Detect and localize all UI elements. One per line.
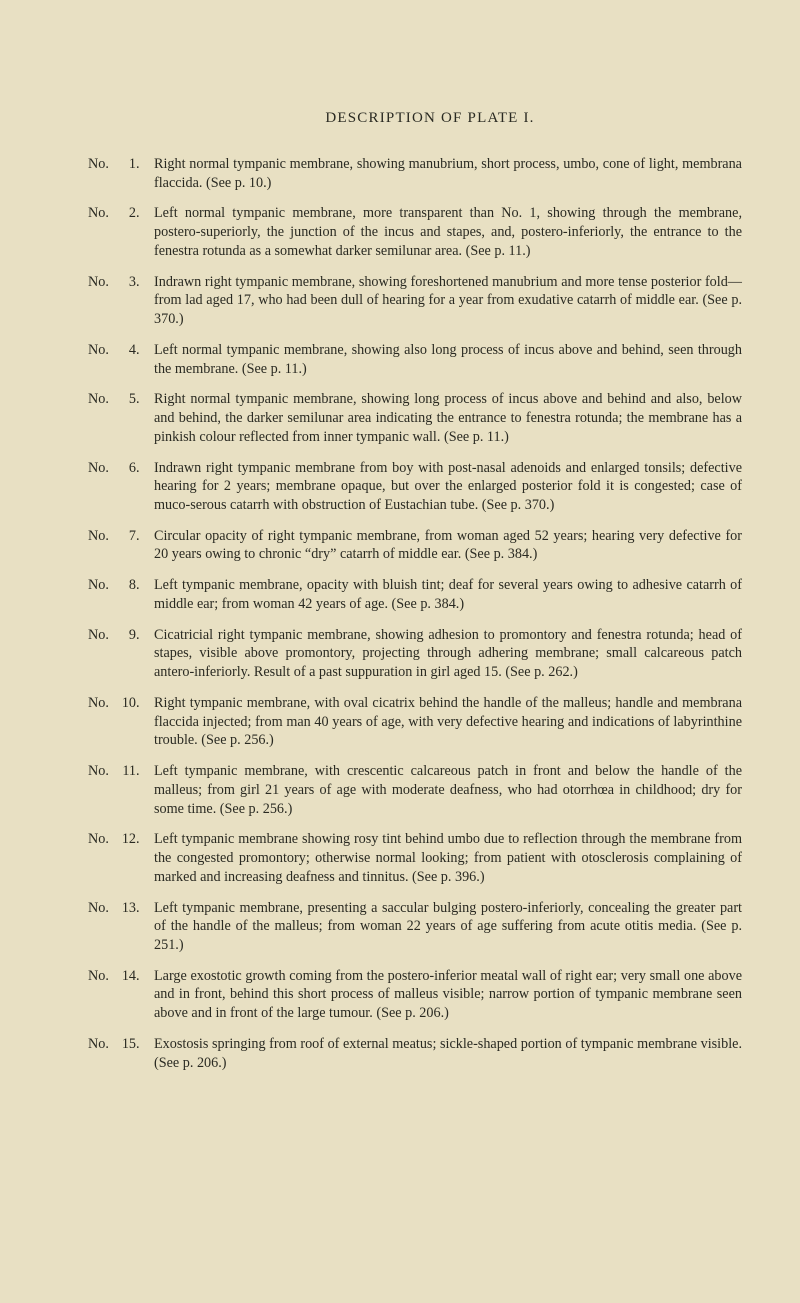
entry-number: 1.: [120, 155, 140, 174]
entry-number: 12.: [120, 830, 140, 849]
entry-label: No. 6.: [88, 459, 154, 515]
entry-no: No.: [88, 390, 116, 409]
entry-no: No.: [88, 830, 116, 849]
page-title: DESCRIPTION OF PLATE I.: [118, 110, 742, 127]
entry: No. 4.Left normal tympanic membrane, sho…: [88, 341, 742, 378]
entry: No. 12.Left tympanic membrane showing ro…: [88, 830, 742, 886]
entry-no: No.: [88, 341, 116, 360]
entry-label: No. 4.: [88, 341, 154, 378]
entry-label: No. 15.: [88, 1035, 154, 1072]
entry-text: Left normal tympanic membrane, showing a…: [154, 341, 742, 378]
entry: No. 1.Right normal tympanic membrane, sh…: [88, 155, 742, 192]
entry-text: Circular opacity of right tympanic membr…: [154, 527, 742, 564]
entry-no: No.: [88, 576, 116, 595]
entry-label: No. 11.: [88, 762, 154, 818]
entry-label: No. 2.: [88, 204, 154, 260]
entry-label: No. 10.: [88, 694, 154, 750]
entry-number: 10.: [120, 694, 140, 713]
entry-no: No.: [88, 626, 116, 645]
entry-number: 11.: [120, 762, 140, 781]
entry-no: No.: [88, 459, 116, 478]
entry-text: Right tympanic membrane, with oval cicat…: [154, 694, 742, 750]
entry-text: Left tympanic membrane, opacity with blu…: [154, 576, 742, 613]
entry: No. 13.Left tympanic membrane, presentin…: [88, 899, 742, 955]
entry-label: No. 3.: [88, 273, 154, 329]
entries-list: No. 1.Right normal tympanic membrane, sh…: [88, 155, 742, 1072]
entry: No. 10.Right tympanic membrane, with ova…: [88, 694, 742, 750]
entry-text: Left tympanic membrane showing rosy tint…: [154, 830, 742, 886]
entry-no: No.: [88, 155, 116, 174]
entry-no: No.: [88, 273, 116, 292]
entry-text: Large exostotic growth coming from the p…: [154, 967, 742, 1023]
entry-label: No. 7.: [88, 527, 154, 564]
entry-number: 5.: [120, 390, 140, 409]
entry-label: No. 14.: [88, 967, 154, 1023]
entry-number: 9.: [120, 626, 140, 645]
entry-no: No.: [88, 694, 116, 713]
entry-label: No. 13.: [88, 899, 154, 955]
entry: No. 11.Left tympanic membrane, with cres…: [88, 762, 742, 818]
entry-label: No. 1.: [88, 155, 154, 192]
entry-number: 2.: [120, 204, 140, 223]
entry-number: 7.: [120, 527, 140, 546]
entry-number: 15.: [120, 1035, 140, 1054]
entry-text: Left tympanic membrane, with crescentic …: [154, 762, 742, 818]
entry-no: No.: [88, 204, 116, 223]
entry-number: 3.: [120, 273, 140, 292]
entry-text: Exostosis springing from roof of externa…: [154, 1035, 742, 1072]
entry-label: No. 8.: [88, 576, 154, 613]
entry: No. 2.Left normal tympanic membrane, mor…: [88, 204, 742, 260]
entry-text: Indrawn right tympanic membrane, showing…: [154, 273, 742, 329]
entry: No. 9.Cicatricial right tympanic membran…: [88, 626, 742, 682]
entry: No. 14.Large exostotic growth coming fro…: [88, 967, 742, 1023]
entry: No. 8.Left tympanic membrane, opacity wi…: [88, 576, 742, 613]
entry-number: 4.: [120, 341, 140, 360]
entry: No. 5.Right normal tympanic membrane, sh…: [88, 390, 742, 446]
entry: No. 3.Indrawn right tympanic membrane, s…: [88, 273, 742, 329]
entry-number: 13.: [120, 899, 140, 918]
entry-number: 6.: [120, 459, 140, 478]
entry-no: No.: [88, 527, 116, 546]
entry-number: 8.: [120, 576, 140, 595]
entry-no: No.: [88, 899, 116, 918]
entry-text: Indrawn right tympanic membrane from boy…: [154, 459, 742, 515]
entry: No. 15.Exostosis springing from roof of …: [88, 1035, 742, 1072]
entry-no: No.: [88, 762, 116, 781]
entry-text: Cicatricial right tympanic membrane, sho…: [154, 626, 742, 682]
entry-label: No. 12.: [88, 830, 154, 886]
entry-text: Left tympanic membrane, presenting a sac…: [154, 899, 742, 955]
entry-no: No.: [88, 967, 116, 986]
entry-label: No. 5.: [88, 390, 154, 446]
entry-label: No. 9.: [88, 626, 154, 682]
entry: No. 7.Circular opacity of right tympanic…: [88, 527, 742, 564]
entry-text: Left normal tympanic membrane, more tran…: [154, 204, 742, 260]
entry-no: No.: [88, 1035, 116, 1054]
entry-text: Right normal tympanic membrane, showing …: [154, 390, 742, 446]
entry-number: 14.: [120, 967, 140, 986]
entry-text: Right normal tympanic membrane, showing …: [154, 155, 742, 192]
entry: No. 6.Indrawn right tympanic membrane fr…: [88, 459, 742, 515]
